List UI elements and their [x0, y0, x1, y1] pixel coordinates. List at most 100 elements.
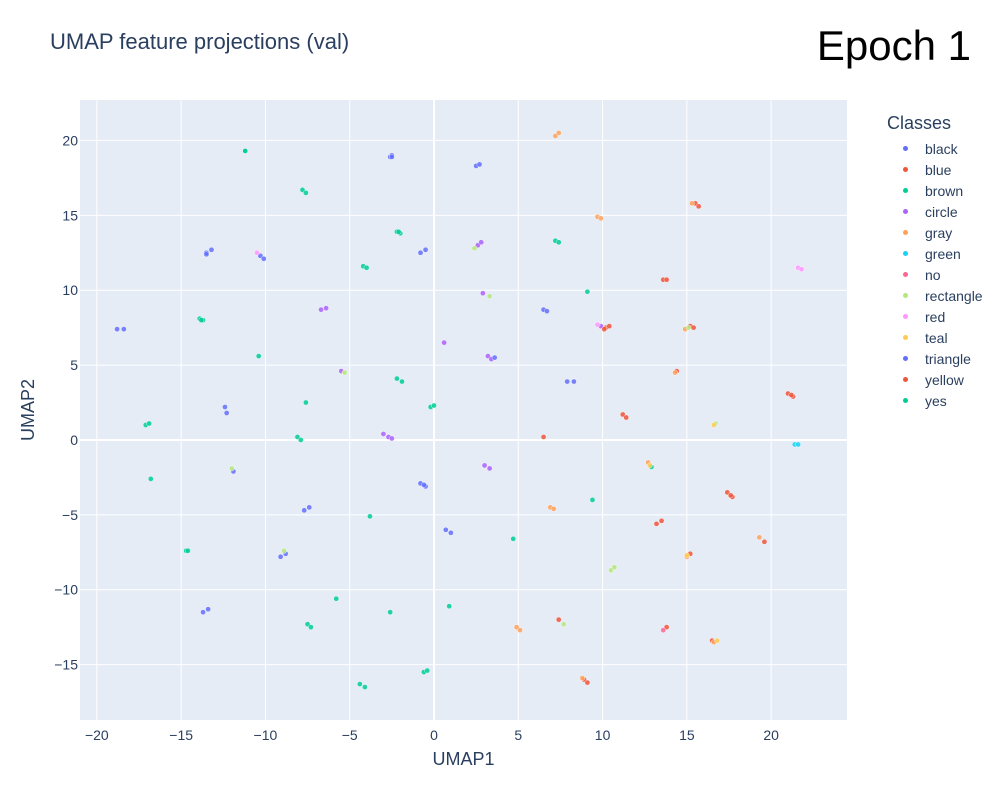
epoch-label: Epoch 1 [816, 22, 971, 69]
data-point [318, 306, 324, 313]
data-point [684, 552, 690, 559]
data-point [303, 399, 309, 406]
data-point [341, 369, 348, 376]
legend-marker [903, 230, 908, 235]
legend-item-yes[interactable]: yes [887, 390, 983, 411]
legend-marker [903, 167, 908, 172]
legend-label: no [925, 266, 941, 283]
y-tick-label: −5 [62, 507, 78, 523]
data-point [446, 603, 452, 609]
y-tick-label: −15 [54, 657, 78, 673]
data-point [606, 323, 613, 329]
data-point [121, 326, 127, 332]
data-point [555, 616, 562, 623]
data-point [208, 246, 215, 253]
legend-item-brown[interactable]: brown [887, 180, 983, 201]
data-point [544, 308, 550, 314]
legend-item-blue[interactable]: blue [887, 159, 983, 180]
data-point [714, 637, 721, 644]
data-point [394, 375, 400, 382]
series-triangle [203, 154, 498, 488]
data-point [395, 228, 402, 235]
data-point [476, 161, 483, 168]
legend-item-triangle[interactable]: triangle [887, 348, 983, 369]
legend-label: brown [925, 182, 964, 199]
legend-label: yes [925, 392, 947, 409]
data-point [431, 402, 437, 409]
legend-marker [903, 209, 908, 214]
legend-item-teal[interactable]: teal [887, 327, 983, 348]
data-point [584, 679, 591, 686]
data-point [198, 317, 205, 323]
y-tick-label: 5 [70, 357, 78, 373]
x-axis-title: UMAP1 [432, 749, 494, 769]
legend-item-red[interactable]: red [887, 306, 983, 327]
data-point [301, 507, 308, 514]
x-tick-label: −10 [254, 727, 278, 743]
data-point [564, 378, 570, 385]
data-point [589, 497, 596, 503]
legend-item-no[interactable]: no [887, 264, 983, 285]
legend-label: teal [925, 329, 948, 346]
data-point [298, 437, 304, 443]
legend-marker [903, 251, 908, 256]
axis-ticks: −20 −15 −10 −5 0 5 10 15 20 −15 −10 −5 0 5 10 15 20 [54, 132, 779, 743]
data-point [756, 534, 763, 541]
y-axis-title: UMAP2 [18, 379, 38, 441]
series-brown [142, 148, 655, 690]
data-point [685, 324, 692, 331]
data-point [200, 609, 206, 615]
legend: Classes black blue brown circle gray green no r… [887, 113, 983, 411]
x-tick-label: 5 [514, 727, 522, 743]
data-point [357, 681, 363, 687]
data-point [486, 465, 493, 472]
data-point [623, 414, 629, 421]
data-point [333, 595, 340, 602]
chart-title: UMAP feature projections (val) [50, 29, 350, 54]
data-point [441, 339, 447, 346]
legend-item-black[interactable]: black [887, 138, 983, 159]
data-point [711, 422, 717, 428]
legend-marker [903, 398, 908, 403]
data-point [422, 246, 429, 253]
legend-label: gray [925, 224, 953, 241]
data-point [277, 553, 284, 560]
legend-item-rectangle[interactable]: rectangle [887, 285, 983, 306]
legend-item-green[interactable]: green [887, 243, 983, 264]
series-no [660, 627, 667, 633]
data-point [480, 290, 486, 296]
y-tick-label: 20 [62, 132, 78, 148]
data-point [594, 321, 601, 328]
x-tick-label: −20 [85, 727, 109, 743]
data-point [308, 624, 314, 630]
data-point [491, 354, 498, 361]
data-point [658, 518, 665, 524]
data-point [448, 530, 454, 536]
legend-item-gray[interactable]: gray [887, 222, 983, 243]
data-point [323, 305, 329, 311]
data-point [205, 606, 211, 612]
legend-label: red [925, 308, 946, 325]
legend-marker [903, 146, 908, 151]
data-point [672, 369, 678, 376]
series-gray [513, 130, 763, 681]
data-point [228, 465, 235, 472]
data-point [389, 435, 395, 442]
data-point [442, 527, 449, 533]
data-point [362, 684, 368, 690]
data-point [690, 324, 697, 331]
legend-item-circle[interactable]: circle [887, 201, 983, 222]
x-tick-label: 20 [763, 727, 779, 743]
data-point [481, 462, 488, 469]
data-point [561, 621, 567, 627]
data-point [185, 547, 191, 554]
series-red [254, 249, 805, 328]
data-point [761, 538, 768, 545]
legend-marker [903, 335, 908, 340]
x-tick-label: −5 [342, 727, 358, 743]
data-point [260, 255, 267, 262]
legend-item-yellow[interactable]: yellow [887, 369, 983, 390]
data-point [571, 378, 577, 385]
data-point [788, 392, 795, 398]
